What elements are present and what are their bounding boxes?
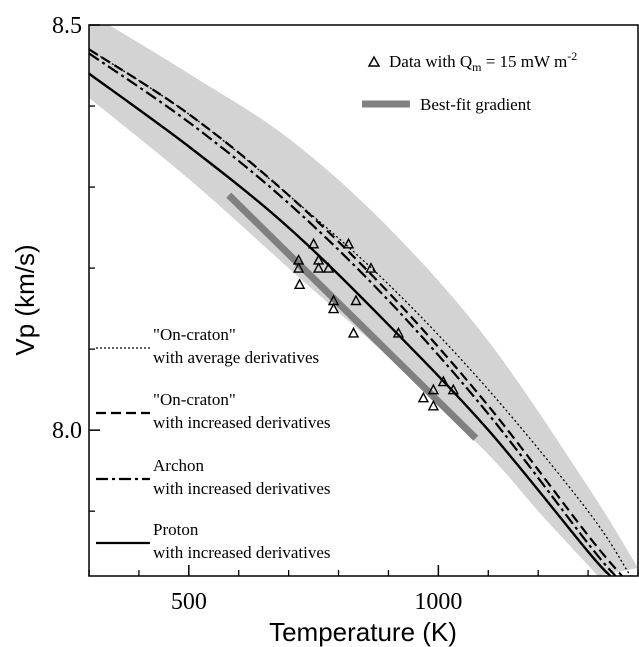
legend-top: Data with Qm = 15 mW m-2 Best-fit gradie… [362, 49, 577, 114]
series-layer [89, 48, 632, 576]
data-point [312, 262, 325, 273]
legend-entry-0-line2: with average derivatives [153, 348, 319, 367]
y-tick-label: 8.5 [52, 13, 82, 39]
legend-entry-1-line1: "On-craton" [153, 390, 236, 409]
best-fit-line [226, 192, 479, 441]
data-point [447, 383, 459, 395]
legend-bottom: "On-craton" with average derivatives "On… [96, 325, 331, 562]
scatter-layer [292, 237, 459, 411]
data-point [365, 262, 377, 273]
legend-data-label: Data with Qm = 15 mW m-2 [389, 49, 577, 74]
y-tick-label: 8.0 [52, 418, 82, 444]
x-tick-label: 500 [171, 589, 207, 615]
data-point [342, 237, 355, 249]
plot-frame [88, 24, 639, 577]
data-point [437, 375, 450, 387]
data-point [347, 326, 360, 338]
x-axis-label: Temperature (K) [269, 617, 457, 647]
data-point [350, 294, 362, 306]
data-point [427, 383, 440, 395]
y-axis-label: Vp (km/s) [10, 244, 40, 355]
legend-entry-1-line2: with increased derivatives [153, 413, 331, 432]
legend-entry-2-line2: with increased derivatives [153, 479, 331, 498]
x-tick-label: 1000 [414, 589, 462, 615]
best-fit-layer [226, 192, 479, 441]
axis-ticks: 500 1000 8.0 8.5 [52, 13, 639, 615]
series-line-dotted [89, 48, 632, 576]
legend-entry-3-line2: with increased derivatives [153, 543, 331, 562]
data-point [292, 262, 305, 273]
legend-triangle-marker [367, 55, 381, 67]
legend-entry-0-line1: "On-craton" [153, 325, 236, 344]
data-point [293, 278, 306, 289]
data-point [392, 326, 405, 338]
series-line-dashed [89, 48, 623, 576]
series-line-dashdot [89, 52, 617, 576]
data-point [417, 391, 430, 403]
legend-bestfit-label: Best-fit gradient [420, 95, 531, 114]
legend-entry-2-line1: Archon [153, 456, 204, 475]
data-point [322, 262, 335, 273]
data-point [327, 302, 340, 314]
series-line-solid [89, 72, 612, 576]
data-point [427, 399, 440, 411]
legend-entry-3-line1: Proton [153, 520, 199, 539]
data-point [307, 237, 320, 249]
